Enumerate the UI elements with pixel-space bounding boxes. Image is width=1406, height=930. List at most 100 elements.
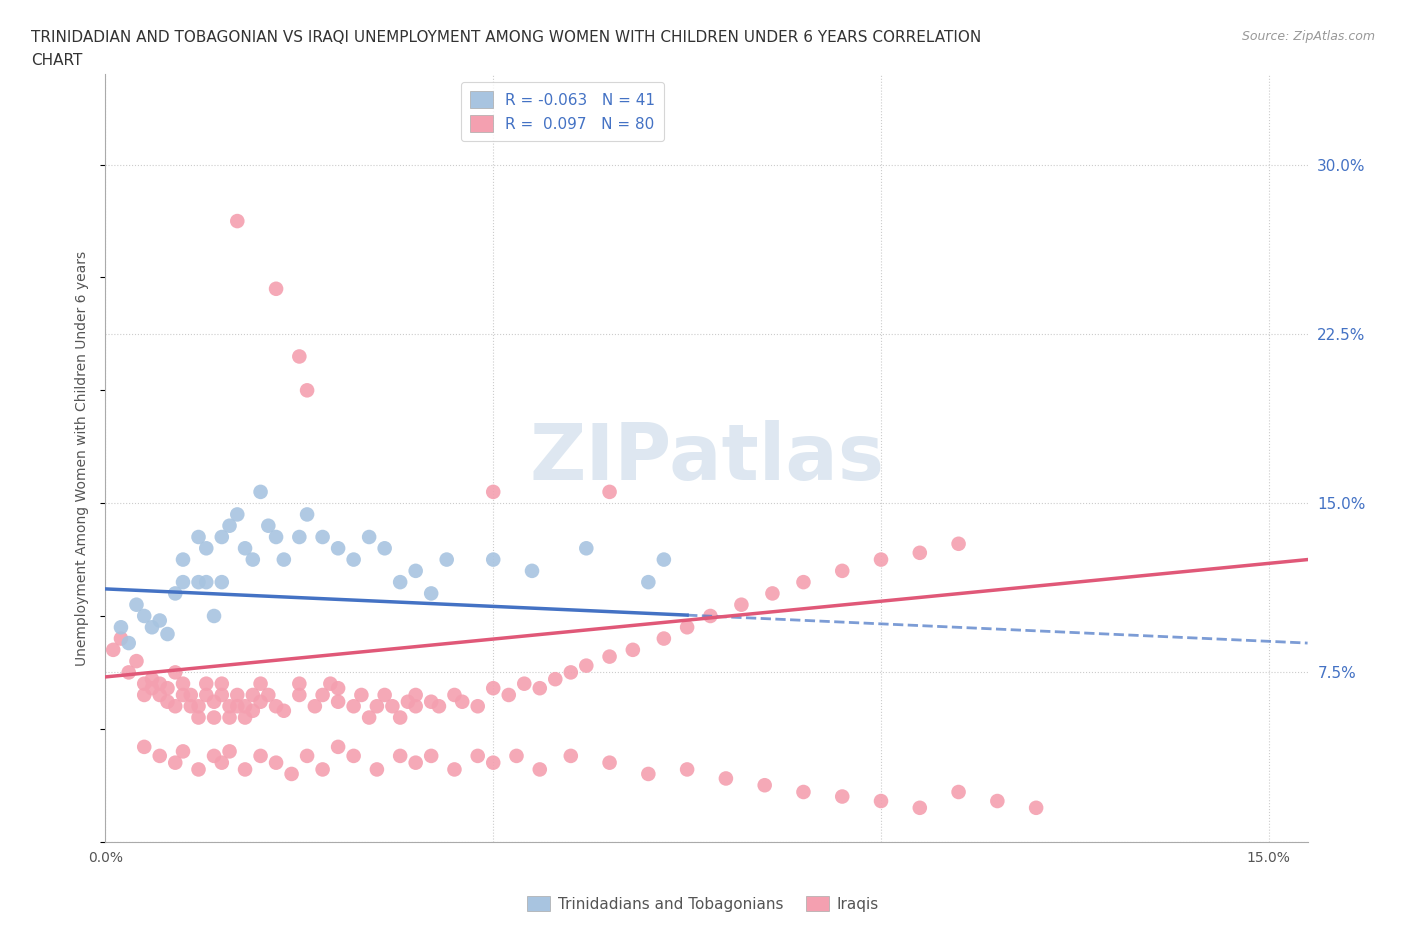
Point [1025,801,1047,816]
Point [560,749,582,764]
Point [156,627,179,642]
Point [226,698,249,713]
Point [544,671,567,686]
Point [295,383,318,398]
Point [118,665,141,680]
Legend: R = -0.063   N = 41, R =  0.097   N = 80: R = -0.063 N = 41, R = 0.097 N = 80 [461,82,664,141]
Point [389,711,412,725]
Point [264,698,287,713]
Point [180,698,202,713]
Point [831,789,853,804]
Point [652,552,675,567]
Point [295,507,318,522]
Point [249,695,271,710]
Point [202,749,225,764]
Point [366,762,388,777]
Point [141,671,163,686]
Point [420,749,443,764]
Point [420,695,443,710]
Point [280,766,302,781]
Point [520,564,543,578]
Point [187,529,209,544]
Point [172,552,194,567]
Point [110,631,132,646]
Point [792,785,814,800]
Point [467,749,489,764]
Point [326,695,349,710]
Point [172,575,194,590]
Point [948,785,970,800]
Point [359,711,381,725]
Point [482,681,505,696]
Point [249,676,271,691]
Point [257,687,280,702]
Point [389,575,412,590]
Point [110,619,132,634]
Point [242,552,264,567]
Point [218,518,240,533]
Point [405,755,427,770]
Point [187,711,209,725]
Point [156,681,179,696]
Point [343,749,366,764]
Point [249,749,271,764]
Point [374,541,396,556]
Point [908,545,931,560]
Point [257,518,280,533]
Point [870,552,893,567]
Point [211,575,233,590]
Text: TRINIDADIAN AND TOBAGONIAN VS IRAQI UNEMPLOYMENT AMONG WOMEN WITH CHILDREN UNDER: TRINIDADIAN AND TOBAGONIAN VS IRAQI UNEM… [31,30,981,45]
Point [202,695,225,710]
Point [226,687,249,702]
Point [218,698,240,713]
Point [295,749,318,764]
Point [730,597,752,612]
Point [326,739,349,754]
Point [529,762,551,777]
Point [233,711,256,725]
Point [242,703,264,718]
Point [165,698,187,713]
Point [870,793,893,808]
Point [560,665,582,680]
Point [218,711,240,725]
Point [211,529,233,544]
Point [226,507,249,522]
Point [513,676,536,691]
Point [319,676,342,691]
Point [149,749,172,764]
Point [436,552,458,567]
Point [103,643,125,658]
Point [141,619,163,634]
Point [420,586,443,601]
Point [350,687,373,702]
Point [311,687,333,702]
Point [149,687,172,702]
Point [792,575,814,590]
Point [233,762,256,777]
Point [242,687,264,702]
Point [405,687,427,702]
Point [211,676,233,691]
Point [165,755,187,770]
Point [211,687,233,702]
Point [134,687,156,702]
Point [676,762,699,777]
Point [218,744,240,759]
Point [273,552,295,567]
Point [498,687,520,702]
Point [195,541,218,556]
Legend: Trinidadians and Tobagonians, Iraqis: Trinidadians and Tobagonians, Iraqis [522,889,884,918]
Point [202,608,225,623]
Point [714,771,737,786]
Point [575,658,598,673]
Point [482,485,505,499]
Point [149,676,172,691]
Point [427,698,450,713]
Point [599,649,621,664]
Point [637,766,659,781]
Point [172,676,194,691]
Point [233,698,256,713]
Point [288,676,311,691]
Point [233,541,256,556]
